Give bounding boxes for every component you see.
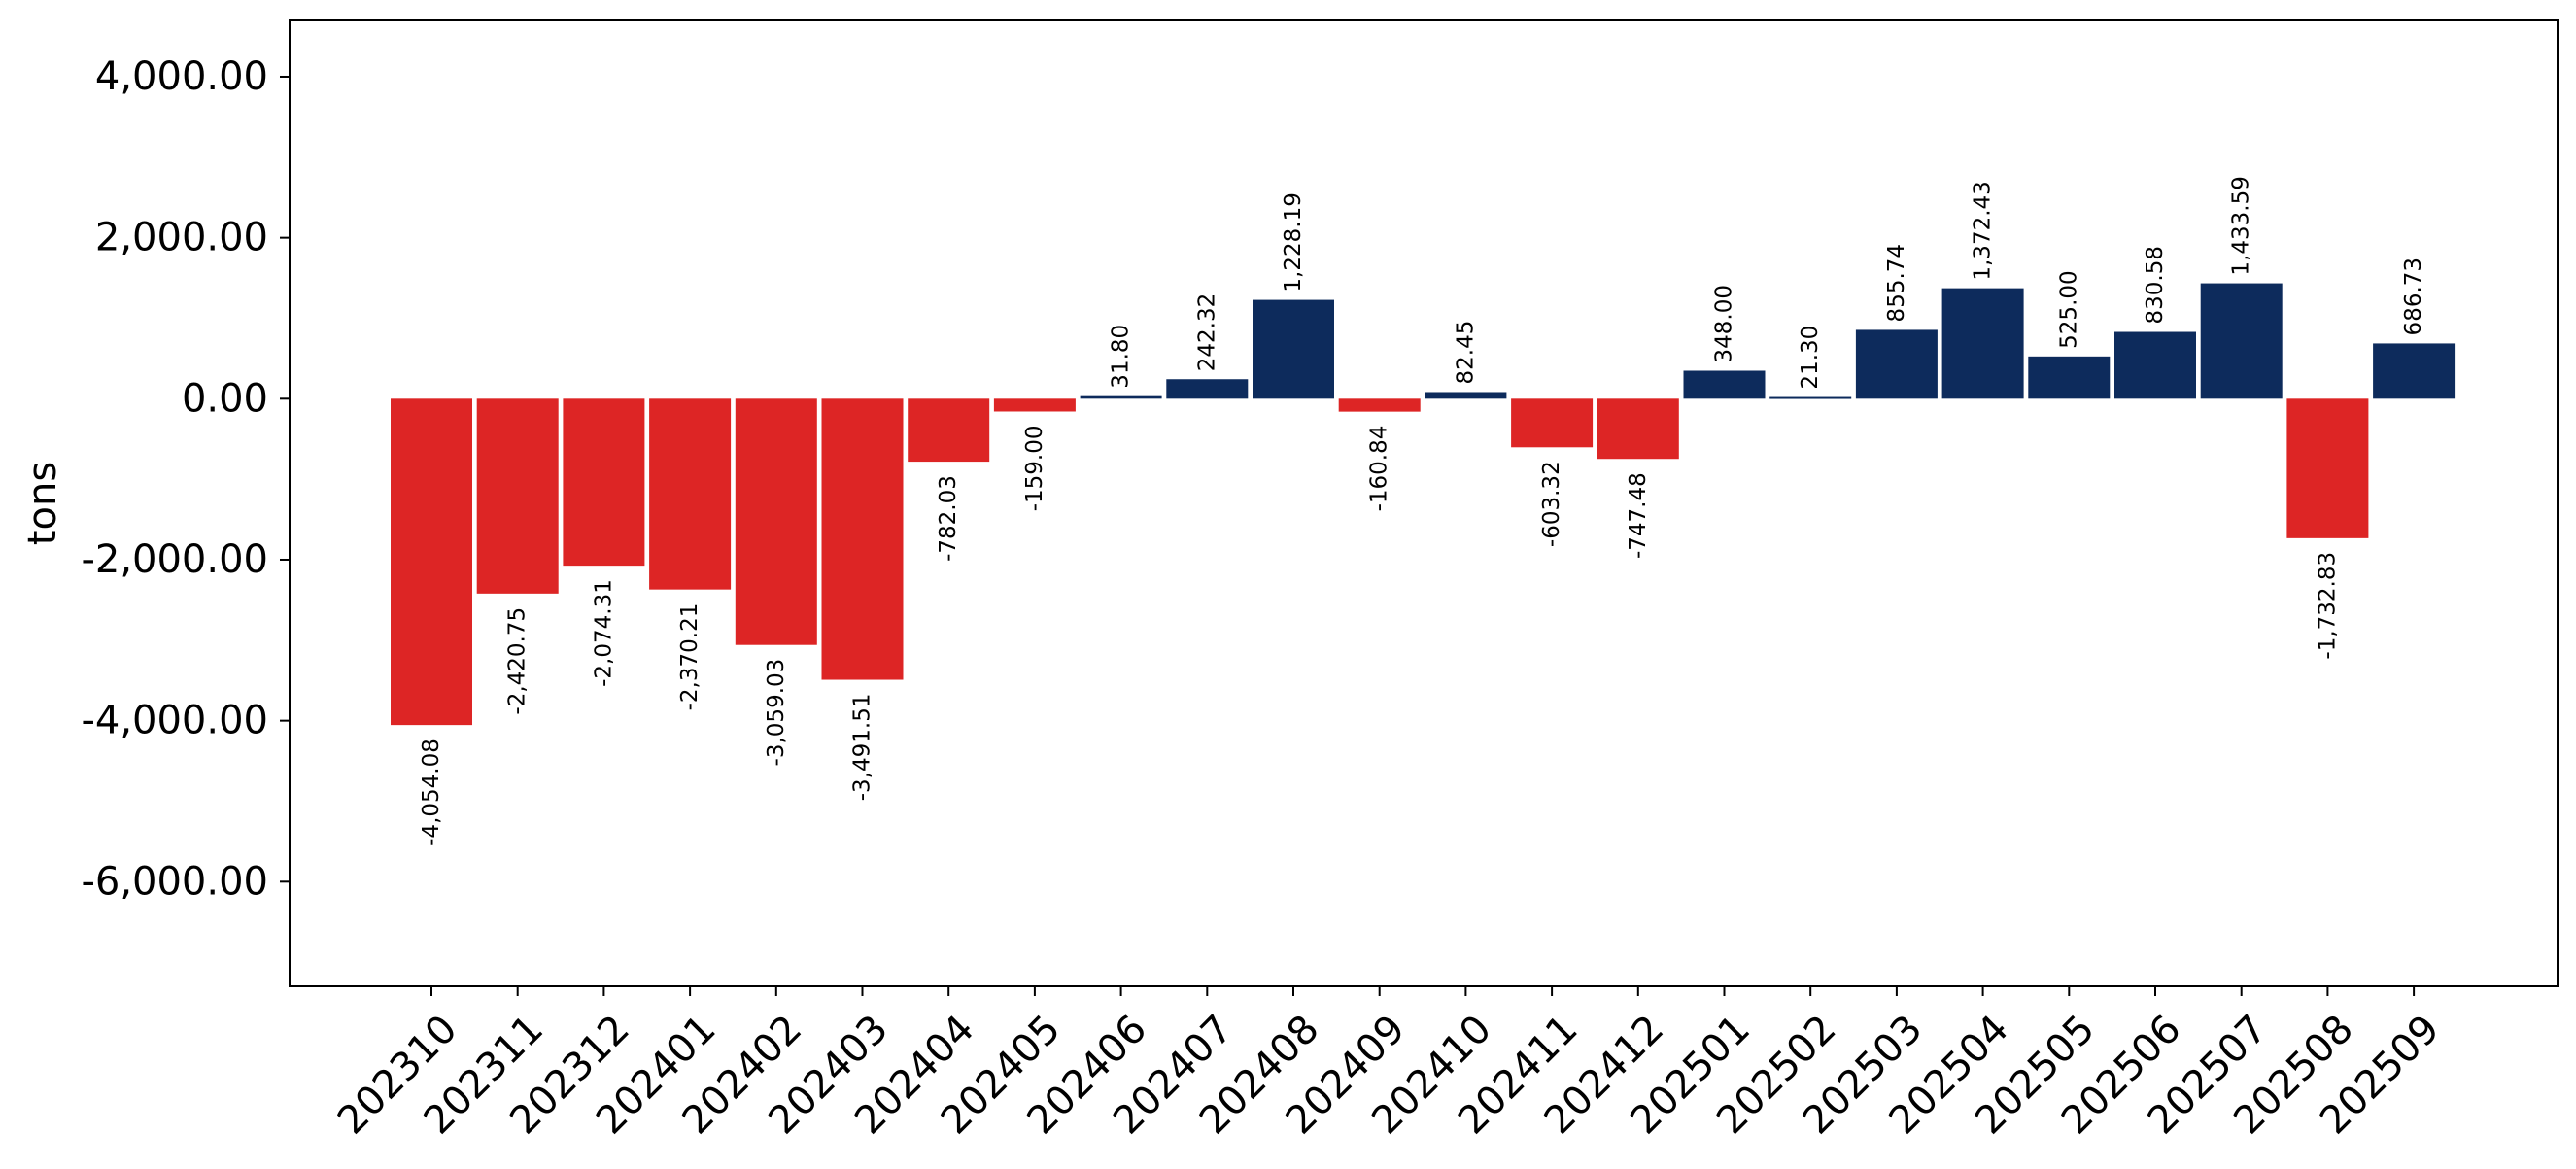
bar-value-label: 21.30 (1798, 326, 1823, 390)
bar-202403 (821, 398, 904, 680)
y-tick-label: 4,000.00 (95, 54, 268, 99)
bar-202404 (908, 398, 990, 463)
bar-202407 (1166, 379, 1249, 399)
bar-202506 (2114, 331, 2196, 399)
bar-202504 (1941, 288, 2024, 399)
bar-value-label: -3,491.51 (850, 694, 876, 802)
bar-value-label: 82.45 (1453, 321, 1478, 385)
bar-value-label: 686.73 (2401, 258, 2426, 335)
bar-202501 (1683, 370, 1766, 399)
bar-value-label: -159.00 (1022, 425, 1048, 511)
bar-202503 (1855, 329, 1938, 399)
bar-202508 (2286, 398, 2369, 538)
y-tick-label: 0.00 (182, 376, 268, 421)
y-tick-label: 2,000.00 (95, 216, 268, 260)
bar-value-label: -782.03 (936, 475, 961, 562)
bar-202406 (1080, 395, 1162, 399)
bar-202310 (391, 398, 472, 726)
bar-value-label: -1,732.83 (2315, 552, 2340, 660)
bar-value-label: 242.32 (1194, 293, 1219, 371)
bar-202507 (2200, 283, 2283, 399)
bar-202401 (649, 398, 732, 590)
bar-202505 (2028, 356, 2111, 399)
y-tick-label: -6,000.00 (81, 859, 268, 904)
bar-202409 (1338, 398, 1421, 412)
bar-value-label: -160.84 (1367, 426, 1392, 512)
bar-202502 (1769, 396, 1852, 399)
bar-value-label: 1,433.59 (2229, 176, 2254, 275)
bar-202509 (2373, 343, 2456, 399)
bar-202408 (1253, 299, 1334, 399)
y-axis: 4,000.00 2,000.00 0.00 -2,000.00 -4,000.00 -6… (81, 54, 290, 904)
y-axis-label: tons (20, 462, 65, 545)
bar-value-label: 1,228.19 (1281, 192, 1306, 292)
bar-202411 (1511, 398, 1594, 448)
bar-202402 (735, 398, 817, 645)
y-tick-label: -4,000.00 (81, 699, 268, 743)
bar-value-label: -2,420.75 (505, 607, 531, 715)
bar-value-label: -747.48 (1626, 472, 1651, 559)
bar-value-label: 830.58 (2143, 246, 2168, 324)
bar-value-label: 1,372.43 (1971, 181, 1996, 280)
y-tick-label: -2,000.00 (81, 537, 268, 582)
bar-202410 (1425, 392, 1507, 399)
bar-value-label: -2,074.31 (591, 579, 616, 687)
bar-value-label: 855.74 (1884, 244, 1909, 322)
bar-202405 (993, 398, 1076, 412)
bar-value-label: -603.32 (1539, 461, 1564, 547)
bar-202312 (563, 398, 645, 567)
bar-value-label: -2,370.21 (677, 603, 703, 711)
bar-202412 (1597, 398, 1679, 460)
plot-frame (289, 19, 2559, 987)
bar-value-label: 348.00 (1712, 285, 1737, 362)
bar-value-label: -4,054.08 (419, 739, 444, 846)
bar-202311 (476, 398, 559, 594)
bar-value-label: 525.00 (2056, 270, 2081, 348)
value-labels-group: -4,054.08 -2,420.75 -2,074.31 -2,370.21 -3,0… (419, 176, 2426, 846)
bar-value-label: 31.80 (1109, 325, 1134, 389)
bar-value-label: -3,059.03 (764, 659, 789, 767)
bars-group (391, 283, 2456, 726)
